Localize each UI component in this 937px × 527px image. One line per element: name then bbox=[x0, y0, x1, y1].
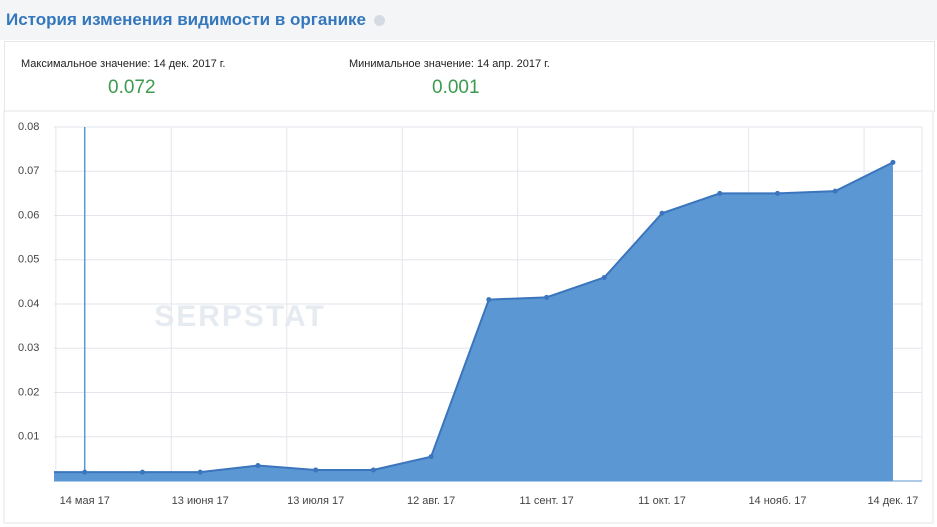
line bbox=[54, 161, 894, 474]
y-tick-label: 0.07 bbox=[18, 165, 39, 177]
y-tick-label: 0.01 bbox=[18, 431, 39, 443]
info-icon[interactable] bbox=[374, 15, 385, 27]
point bbox=[428, 454, 434, 460]
y-tick-label: 0.02 bbox=[18, 386, 39, 398]
point bbox=[659, 210, 665, 216]
point bbox=[601, 274, 607, 280]
point bbox=[82, 469, 88, 475]
max-label: Максимальное значение: 14 дек. 2017 г. bbox=[21, 58, 226, 70]
min-label: Минимальное значение: 14 апр. 2017 г. bbox=[349, 58, 550, 70]
chart-frame bbox=[3, 110, 934, 524]
title: История изменения видимости в органике bbox=[6, 10, 385, 30]
point bbox=[197, 469, 203, 475]
point bbox=[774, 190, 780, 196]
x-tick-label: 14 мая 17 bbox=[60, 495, 110, 507]
point bbox=[139, 469, 145, 475]
title-text: История изменения видимости в органике bbox=[6, 10, 366, 29]
x-tick-label: 14 нояб. 17 bbox=[748, 495, 806, 507]
x-tick-label: 13 июня 17 bbox=[172, 495, 229, 507]
x-tick-label: 11 сент. 17 bbox=[519, 495, 573, 507]
x-tick-label: 14 дек. 17 bbox=[867, 495, 918, 507]
y-tick-label: 0.08 bbox=[18, 121, 39, 133]
watermark: SERPSTAT bbox=[154, 300, 326, 333]
point bbox=[370, 467, 376, 473]
header: История изменения видимости в органике bbox=[0, 0, 937, 40]
point bbox=[25, 470, 30, 475]
min-value: 0.001 bbox=[432, 77, 480, 98]
max-value: 0.072 bbox=[108, 77, 156, 98]
point bbox=[717, 190, 723, 196]
area bbox=[54, 162, 893, 481]
x-tick-label: 11 окт. 17 bbox=[638, 495, 686, 507]
x-tick-label: 12 авг. 17 bbox=[407, 495, 455, 507]
point bbox=[486, 297, 492, 303]
point bbox=[255, 463, 261, 469]
y-tick-label: 0.04 bbox=[18, 298, 39, 310]
y-tick-label: 0.06 bbox=[18, 209, 39, 221]
plot bbox=[25, 159, 896, 481]
y-tick-label: 0.05 bbox=[18, 254, 39, 266]
point bbox=[544, 294, 550, 300]
y-tick-label: 0.03 bbox=[18, 342, 39, 354]
stats: Максимальное значение: 14 дек. 2017 г. 0… bbox=[4, 41, 935, 112]
point bbox=[832, 188, 838, 194]
point bbox=[313, 467, 319, 473]
x-tick-label: 13 июля 17 bbox=[287, 495, 344, 507]
point bbox=[890, 159, 896, 165]
